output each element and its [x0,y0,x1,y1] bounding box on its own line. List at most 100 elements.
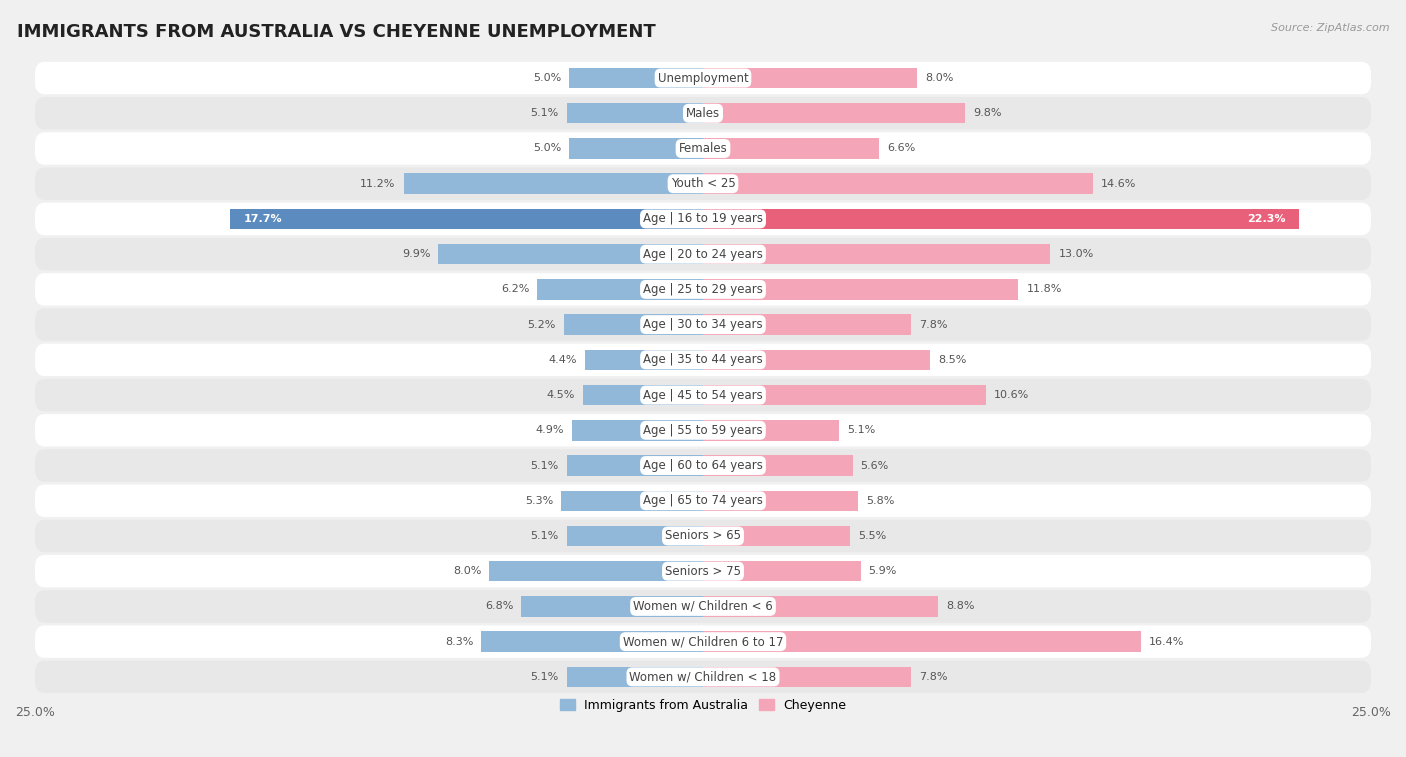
Bar [703,385,986,405]
Bar [703,561,860,581]
Text: 5.5%: 5.5% [858,531,886,541]
Text: Age | 20 to 24 years: Age | 20 to 24 years [643,248,763,260]
Text: Women w/ Children 6 to 17: Women w/ Children 6 to 17 [623,635,783,648]
Bar [703,209,1299,229]
Text: 7.8%: 7.8% [920,672,948,682]
Text: 13.0%: 13.0% [1059,249,1094,259]
Text: 11.2%: 11.2% [360,179,395,188]
Bar [703,350,931,370]
Text: 4.5%: 4.5% [547,390,575,400]
Bar [703,491,858,511]
Text: 9.9%: 9.9% [402,249,430,259]
Bar [703,139,879,159]
Text: 22.3%: 22.3% [1247,214,1285,224]
Bar [703,173,1092,194]
Bar [481,631,703,652]
Bar [567,455,703,475]
Text: 5.0%: 5.0% [533,144,561,154]
Legend: Immigrants from Australia, Cheyenne: Immigrants from Australia, Cheyenne [554,693,852,717]
Bar [564,314,703,335]
Text: 8.3%: 8.3% [444,637,474,646]
FancyBboxPatch shape [35,62,1371,94]
FancyBboxPatch shape [35,450,1371,481]
Text: Seniors > 75: Seniors > 75 [665,565,741,578]
Bar [703,420,839,441]
Text: 6.2%: 6.2% [501,285,529,294]
Text: Unemployment: Unemployment [658,71,748,85]
FancyBboxPatch shape [35,344,1371,376]
Text: 5.1%: 5.1% [530,108,558,118]
Bar [561,491,703,511]
Bar [703,103,965,123]
Text: 8.0%: 8.0% [453,566,481,576]
Bar [703,631,1142,652]
FancyBboxPatch shape [35,555,1371,587]
Text: 5.8%: 5.8% [866,496,894,506]
Text: IMMIGRANTS FROM AUSTRALIA VS CHEYENNE UNEMPLOYMENT: IMMIGRANTS FROM AUSTRALIA VS CHEYENNE UN… [17,23,655,41]
Text: Females: Females [679,142,727,155]
Text: 5.2%: 5.2% [527,319,555,329]
FancyBboxPatch shape [35,203,1371,235]
Bar [582,385,703,405]
Bar [703,455,852,475]
Text: Women w/ Children < 18: Women w/ Children < 18 [630,671,776,684]
Text: 4.4%: 4.4% [548,355,578,365]
Text: Age | 55 to 59 years: Age | 55 to 59 years [643,424,763,437]
Text: Age | 16 to 19 years: Age | 16 to 19 years [643,213,763,226]
Bar [231,209,703,229]
Text: Males: Males [686,107,720,120]
Text: Age | 45 to 54 years: Age | 45 to 54 years [643,388,763,401]
Text: 8.0%: 8.0% [925,73,953,83]
Text: 5.9%: 5.9% [869,566,897,576]
Text: 7.8%: 7.8% [920,319,948,329]
Bar [567,667,703,687]
Bar [567,103,703,123]
Text: Women w/ Children < 6: Women w/ Children < 6 [633,600,773,613]
Text: Youth < 25: Youth < 25 [671,177,735,190]
Text: Age | 25 to 29 years: Age | 25 to 29 years [643,283,763,296]
Bar [703,244,1050,264]
Bar [439,244,703,264]
Bar [404,173,703,194]
Text: Source: ZipAtlas.com: Source: ZipAtlas.com [1271,23,1389,33]
Text: 6.8%: 6.8% [485,601,513,612]
Bar [703,279,1018,300]
Bar [537,279,703,300]
FancyBboxPatch shape [35,520,1371,552]
FancyBboxPatch shape [35,378,1371,411]
FancyBboxPatch shape [35,625,1371,658]
Text: 4.9%: 4.9% [536,425,564,435]
FancyBboxPatch shape [35,97,1371,129]
Text: Age | 30 to 34 years: Age | 30 to 34 years [643,318,763,331]
Text: 5.6%: 5.6% [860,460,889,471]
Text: 14.6%: 14.6% [1101,179,1136,188]
Text: 17.7%: 17.7% [243,214,283,224]
Text: 8.5%: 8.5% [938,355,966,365]
Text: 5.1%: 5.1% [530,672,558,682]
Bar [703,526,851,547]
Bar [567,526,703,547]
Bar [569,68,703,89]
Bar [703,314,911,335]
Text: 11.8%: 11.8% [1026,285,1062,294]
FancyBboxPatch shape [35,132,1371,165]
Text: 10.6%: 10.6% [994,390,1029,400]
Text: Seniors > 65: Seniors > 65 [665,529,741,543]
Text: 16.4%: 16.4% [1149,637,1185,646]
Text: 9.8%: 9.8% [973,108,1001,118]
FancyBboxPatch shape [35,167,1371,200]
FancyBboxPatch shape [35,414,1371,447]
Text: 5.3%: 5.3% [524,496,554,506]
Bar [703,667,911,687]
FancyBboxPatch shape [35,238,1371,270]
Text: 8.8%: 8.8% [946,601,974,612]
Text: Age | 65 to 74 years: Age | 65 to 74 years [643,494,763,507]
Text: 5.0%: 5.0% [533,73,561,83]
Text: Age | 60 to 64 years: Age | 60 to 64 years [643,459,763,472]
Bar [703,68,917,89]
FancyBboxPatch shape [35,661,1371,693]
FancyBboxPatch shape [35,484,1371,517]
Text: 5.1%: 5.1% [530,460,558,471]
Text: 6.6%: 6.6% [887,144,915,154]
Bar [703,597,938,617]
